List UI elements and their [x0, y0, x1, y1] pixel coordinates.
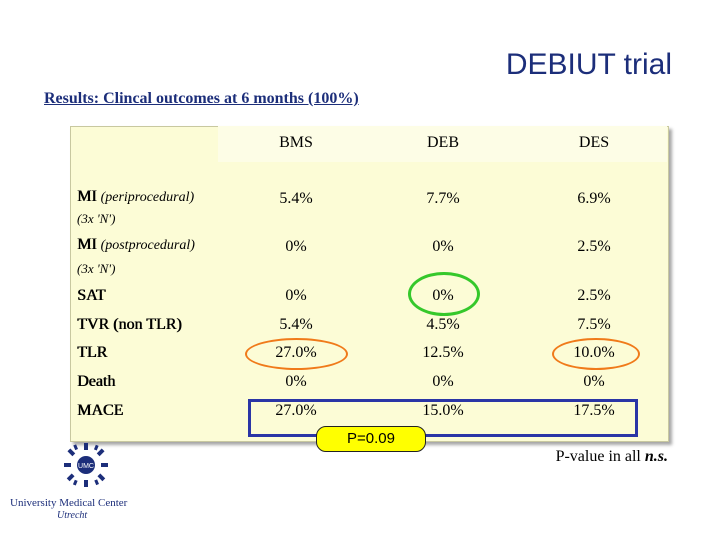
column-header-bms: BMS — [279, 134, 313, 151]
row-label-mi-postprocedural: MI (postprocedural) — [77, 236, 195, 253]
cell-mace-deb: 15.0% — [422, 402, 464, 419]
column-header-band — [218, 126, 667, 162]
logo-city-name: Utrecht — [57, 510, 88, 521]
cell-tvr-deb: 4.5% — [426, 316, 460, 333]
slide-subtitle: Results: Clincal outcomes at 6 months (1… — [44, 90, 359, 107]
cell-death-deb: 0% — [432, 373, 454, 390]
cell-mi-peri-des: 6.9% — [577, 190, 611, 207]
tlr-bms-highlight-circle — [245, 338, 348, 370]
cell-mi-peri-deb: 7.7% — [426, 190, 460, 207]
p-value-note: P-value in all n.s. — [555, 448, 668, 465]
cell-mace-bms: 27.0% — [275, 402, 317, 419]
p-value-badge: P=0.09 — [316, 426, 426, 452]
cell-mi-post-des: 2.5% — [577, 238, 611, 255]
cell-mace-des: 17.5% — [573, 402, 615, 419]
logo-badge-text: UMC — [78, 463, 94, 470]
row-sub-mi-postprocedural: (3x 'N') — [77, 261, 116, 276]
slide-title: DEBIUT trial — [505, 48, 672, 81]
cell-mi-peri-bms: 5.4% — [279, 190, 313, 207]
sat-deb-highlight-circle — [408, 272, 480, 316]
cell-tvr-bms: 5.4% — [279, 316, 313, 333]
tlr-des-highlight-circle — [552, 338, 640, 370]
cell-death-bms: 0% — [285, 373, 307, 390]
cell-death-des: 0% — [583, 373, 605, 390]
row-label-sat: SAT — [77, 287, 106, 304]
column-header-des: DES — [578, 134, 610, 151]
cell-mi-post-deb: 0% — [432, 238, 454, 255]
row-label-tlr: TLR — [77, 344, 108, 361]
row-label-mace: MACE — [77, 402, 124, 419]
column-header-deb: DEB — [427, 134, 459, 151]
umc-logo-icon: UMC — [64, 443, 108, 487]
row-sub-mi-periprocedural: (3x 'N') — [77, 211, 116, 226]
results-table — [70, 126, 669, 442]
row-label-death: Death — [77, 373, 116, 390]
cell-tvr-des: 7.5% — [577, 316, 611, 333]
cell-mi-post-bms: 0% — [285, 238, 307, 255]
mace-highlight-box — [248, 399, 638, 437]
row-label-tvr: TVR (non TLR) — [77, 316, 182, 333]
cell-sat-bms: 0% — [285, 287, 307, 304]
cell-tlr-deb: 12.5% — [422, 344, 464, 361]
cell-sat-des: 2.5% — [577, 287, 611, 304]
row-label-mi-periprocedural: MI (periprocedural) — [77, 188, 195, 205]
logo-institution-name: University Medical Center — [10, 497, 128, 509]
